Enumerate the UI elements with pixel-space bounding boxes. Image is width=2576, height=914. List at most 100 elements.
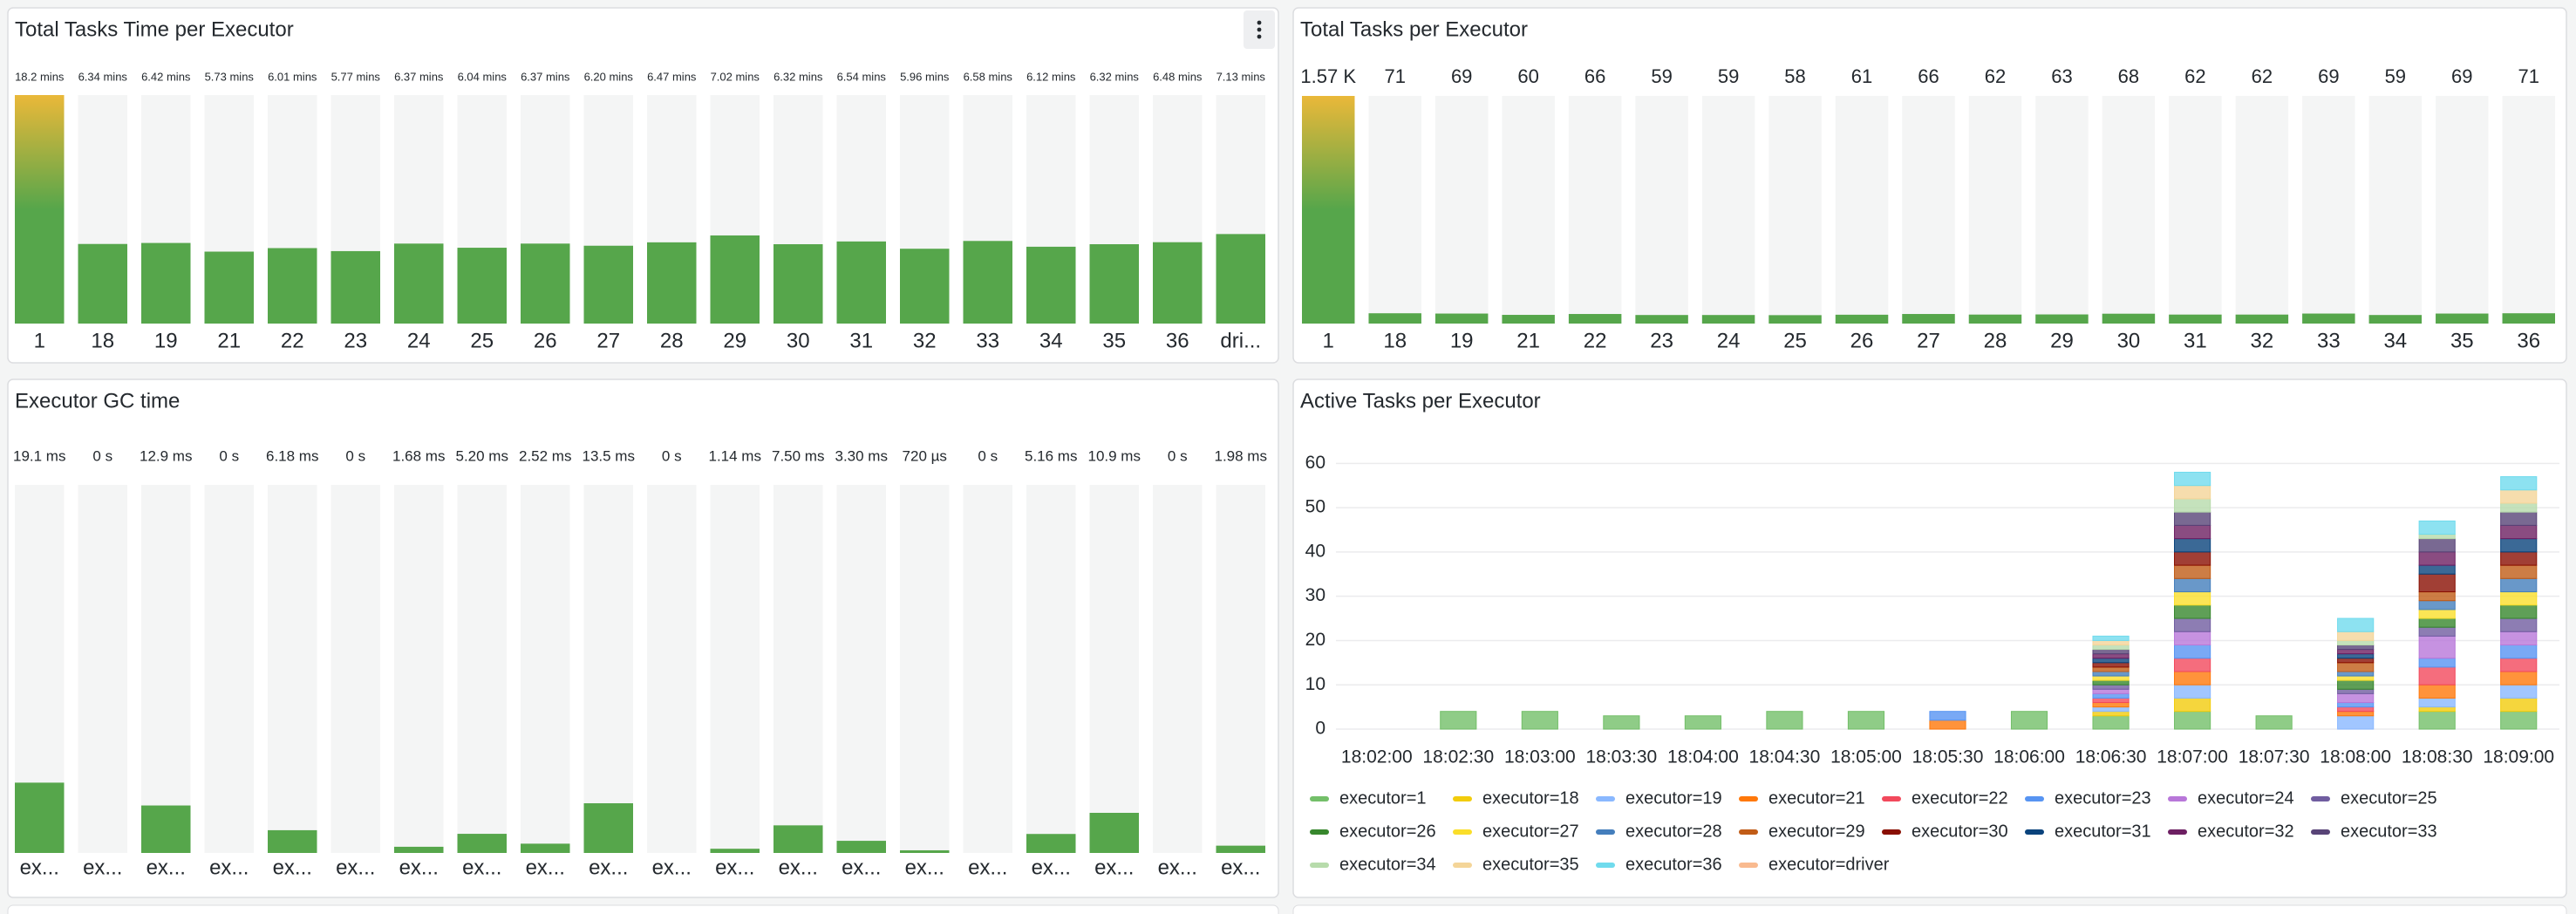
bar-segment (2418, 591, 2456, 602)
value-label: 62 (2184, 65, 2205, 87)
bar-segment (2337, 715, 2375, 730)
category-label: 27 (596, 329, 620, 352)
category-label: ex... (842, 856, 881, 879)
bar-segment (2092, 675, 2130, 681)
category-label: 18 (1383, 329, 1407, 352)
value-label: 0 s (345, 447, 365, 464)
bar (583, 245, 633, 324)
legend-label: executor=1 (1339, 788, 1427, 808)
category-label: 21 (1516, 329, 1540, 352)
x-tick-label: 18:04:00 (1667, 747, 1739, 767)
bar-segment (2092, 715, 2130, 730)
bar-segment (2174, 617, 2211, 632)
category-label: ex... (20, 856, 59, 879)
bar (583, 803, 633, 853)
value-label: 5.73 mins (205, 70, 255, 83)
category-label: 25 (470, 329, 494, 352)
bar (1089, 813, 1139, 853)
category-label: 30 (787, 329, 810, 352)
legend-swatch (1453, 829, 1472, 835)
bar-segment (2337, 692, 2375, 704)
category-label: ex... (1221, 856, 1260, 879)
panel (7, 7, 1279, 364)
bar-segment (2255, 715, 2293, 730)
bar (1216, 845, 1265, 853)
bar-segment (2092, 684, 2130, 690)
legend-swatch (1310, 863, 1329, 868)
category-label: 28 (1984, 329, 2007, 352)
bar-track (1026, 485, 1076, 853)
category-label: ex... (462, 856, 501, 879)
bar (773, 825, 823, 853)
x-tick-label: 18:05:30 (1912, 747, 1984, 767)
category-label: ex... (905, 856, 944, 879)
legend-label: executor=28 (1625, 822, 1722, 841)
bar-segment (2174, 564, 2211, 579)
panel-title: Total Tasks per Executor (1300, 17, 1528, 41)
value-label: 60 (1517, 65, 1538, 87)
bar (900, 249, 950, 324)
value-label: 6.18 ms (266, 447, 318, 464)
legend-label: executor=21 (1768, 788, 1865, 808)
value-label: 6.12 mins (1026, 70, 1076, 83)
bar-segment (2418, 684, 2456, 699)
category-label: 31 (2184, 329, 2207, 352)
bar (1302, 96, 1355, 324)
bar (15, 782, 65, 853)
bar-segment (2337, 645, 2375, 651)
bar-segment (2500, 697, 2538, 713)
bar-segment (2337, 688, 2375, 694)
category-label: ex... (779, 856, 818, 879)
bar-segment (2092, 697, 2130, 704)
bar-segment (1847, 711, 1885, 730)
bar (1568, 314, 1622, 324)
value-label: 68 (2118, 65, 2139, 87)
bar-segment (2337, 658, 2375, 664)
bar-segment (2500, 476, 2538, 491)
bar (1768, 315, 1822, 324)
bar-segment (2174, 631, 2211, 646)
bar-track (394, 485, 444, 853)
bar-track (2235, 96, 2289, 324)
bar-track (1635, 96, 1688, 324)
bar-segment (2174, 711, 2211, 730)
legend-swatch (1596, 796, 1615, 801)
bar-segment (2500, 538, 2538, 553)
bar-segment (2500, 489, 2538, 504)
value-label: 6.01 mins (268, 70, 317, 83)
bar (141, 805, 191, 853)
x-tick-label: 18:05:00 (1830, 747, 1902, 767)
bar (2302, 313, 2355, 324)
value-label: 7.50 ms (772, 447, 824, 464)
legend-swatch (1310, 829, 1329, 835)
legend-label: executor=31 (2055, 822, 2151, 841)
value-label: 13.5 ms (583, 447, 635, 464)
legend-label: executor=32 (2198, 822, 2294, 841)
category-label: ex... (1094, 856, 1134, 879)
bar-segment (2500, 577, 2538, 593)
bar-segment (2174, 471, 2211, 487)
bar-track (773, 485, 823, 853)
value-label: 1.57 K (1300, 65, 1356, 87)
bar (1153, 242, 1203, 324)
legend-label: executor=26 (1339, 822, 1436, 841)
x-tick-label: 18:02:30 (1422, 747, 1494, 767)
bar-segment (2337, 671, 2375, 677)
bar (268, 248, 317, 324)
bar (2368, 315, 2423, 324)
value-label: 62 (2252, 65, 2273, 87)
bar (1435, 313, 1489, 324)
x-tick-label: 18:08:00 (2320, 747, 2391, 767)
legend-label: executor=22 (1912, 788, 2008, 808)
bar-segment (2337, 675, 2375, 681)
bar-track (2302, 96, 2355, 324)
category-label: 31 (849, 329, 873, 352)
category-label: 26 (1850, 329, 1874, 352)
category-label: 29 (2050, 329, 2074, 352)
bar (710, 235, 760, 324)
bar-track (1435, 96, 1489, 324)
y-tick-label: 20 (1305, 630, 1325, 650)
category-label: ex... (526, 856, 565, 879)
bar-track (836, 485, 886, 853)
